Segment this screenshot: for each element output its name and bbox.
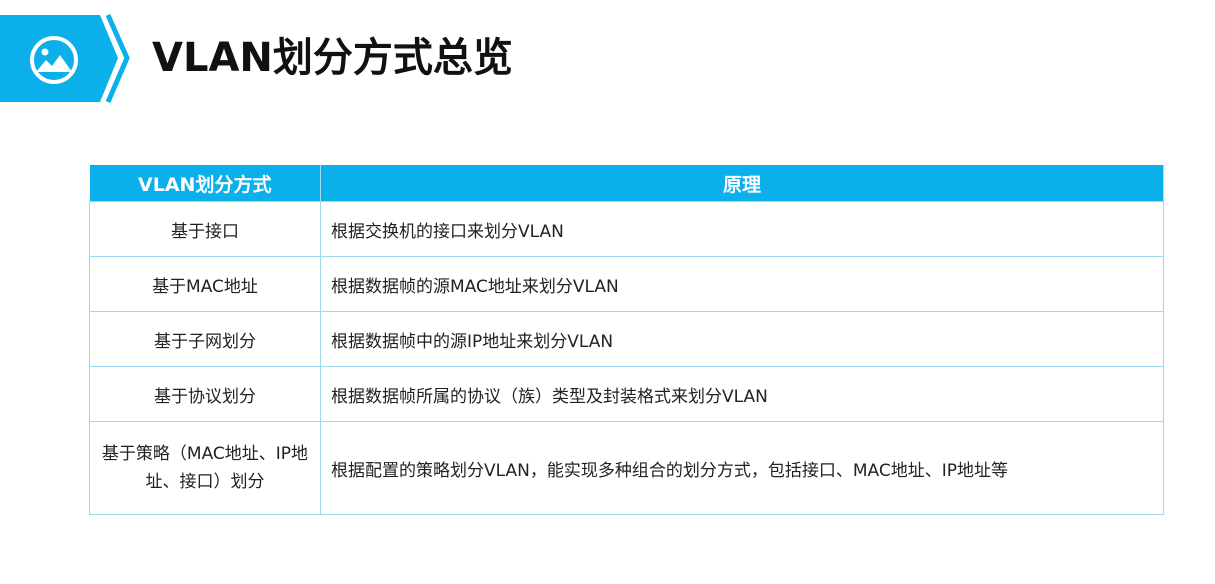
table-row: 基于接口 根据交换机的接口来划分VLAN — [89, 201, 1164, 257]
table-row: 基于策略（MAC地址、IP地址、接口）划分 根据配置的策略划分VLAN，能实现多种… — [89, 421, 1164, 515]
method-cell: 基于协议划分 — [89, 366, 321, 422]
vlan-methods-table: VLAN划分方式 原理 基于接口 根据交换机的接口来划分VLAN 基于MAC地址根… — [89, 165, 1164, 515]
column-header-principle: 原理 — [320, 165, 1164, 202]
principle-cell: 根据配置的策略划分VLAN，能实现多种组合的划分方式，包括接口、MAC地址、IP… — [320, 421, 1164, 515]
table-row: 基于子网划分 根据数据帧中的源IP地址来划分VLAN — [89, 311, 1164, 367]
table-row: 基于协议划分 根据数据帧所属的协议（族）类型及封装格式来划分VLAN — [89, 366, 1164, 422]
principle-cell: 根据数据帧中的源IP地址来划分VLAN — [320, 311, 1164, 367]
principle-cell: 根据数据帧所属的协议（族）类型及封装格式来划分VLAN — [320, 366, 1164, 422]
image-icon — [30, 36, 78, 84]
method-cell: 基于接口 — [89, 201, 321, 257]
method-cell: 基于MAC地址 — [89, 256, 321, 312]
column-header-method: VLAN划分方式 — [89, 165, 321, 202]
method-cell: 基于子网划分 — [89, 311, 321, 367]
principle-cell: 根据数据帧的源MAC地址来划分VLAN — [320, 256, 1164, 312]
table-row: 基于MAC地址 根据数据帧的源MAC地址来划分VLAN — [89, 256, 1164, 312]
principle-cell: 根据交换机的接口来划分VLAN — [320, 201, 1164, 257]
method-cell: 基于策略（MAC地址、IP地址、接口）划分 — [89, 421, 321, 515]
page-title: VLAN划分方式总览 — [152, 35, 513, 81]
title-banner — [0, 13, 130, 103]
